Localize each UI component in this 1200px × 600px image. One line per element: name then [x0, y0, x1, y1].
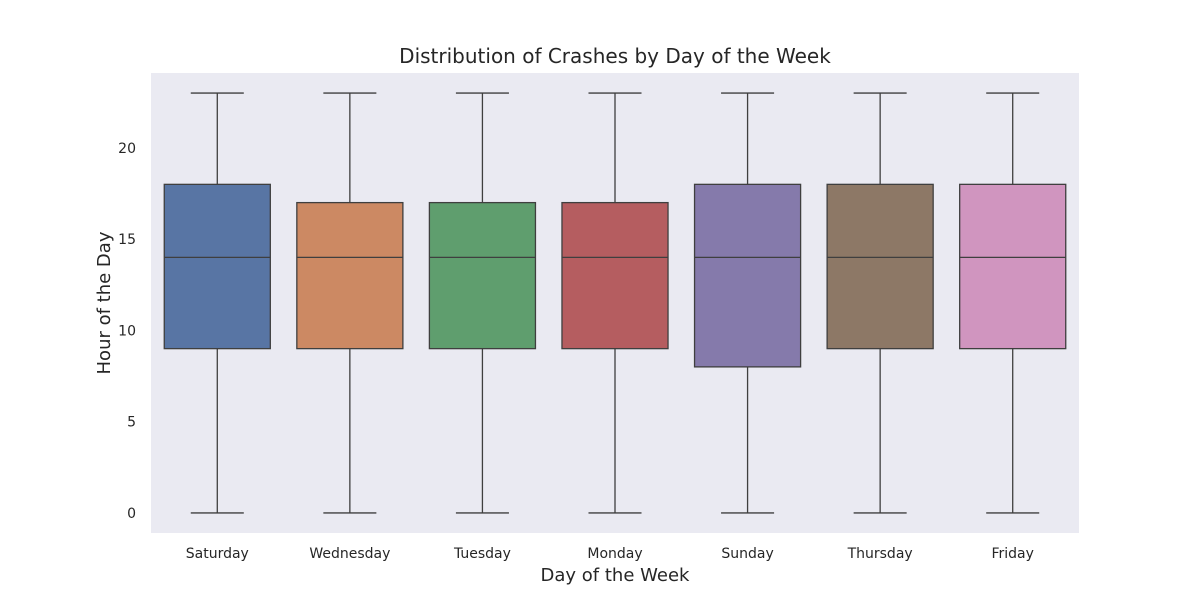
- x-tick-label: Wednesday: [309, 546, 390, 562]
- box-thursday: [826, 92, 934, 514]
- box-friday: [959, 92, 1067, 514]
- box-wednesday: [296, 92, 404, 514]
- x-tick-label: Thursday: [847, 546, 913, 562]
- box-series: [163, 92, 1067, 514]
- iqr-box: [163, 183, 271, 350]
- y-tick-label: 0: [127, 506, 136, 522]
- iqr-box: [296, 201, 404, 350]
- y-tick-label: 15: [118, 232, 136, 248]
- chart-title: Distribution of Crashes by Day of the We…: [399, 44, 831, 68]
- x-axis: Saturday Wednesday Tuesday Monday Sunday Thur…: [186, 546, 1034, 562]
- iqr-box: [428, 201, 537, 350]
- y-tick-label: 10: [118, 323, 136, 339]
- iqr-box: [959, 183, 1067, 350]
- y-tick-label: 5: [127, 415, 136, 431]
- box-monday: [561, 92, 669, 514]
- x-axis-title: Day of the Week: [541, 565, 690, 586]
- iqr-box: [561, 201, 669, 350]
- x-tick-label: Friday: [991, 546, 1033, 562]
- box-saturday: [163, 92, 271, 514]
- x-tick-label: Saturday: [186, 546, 249, 562]
- iqr-box: [826, 183, 934, 350]
- x-tick-label: Sunday: [721, 546, 773, 562]
- y-tick-label: 20: [118, 141, 136, 157]
- box-sunday: [693, 92, 802, 514]
- iqr-box: [693, 183, 802, 368]
- x-tick-label: Tuesday: [453, 546, 511, 562]
- y-axis-title: Hour of the Day: [94, 231, 115, 374]
- x-tick-label: Monday: [587, 546, 642, 562]
- box-tuesday: [428, 92, 537, 514]
- y-axis: 0 5 10 15 20: [118, 141, 136, 522]
